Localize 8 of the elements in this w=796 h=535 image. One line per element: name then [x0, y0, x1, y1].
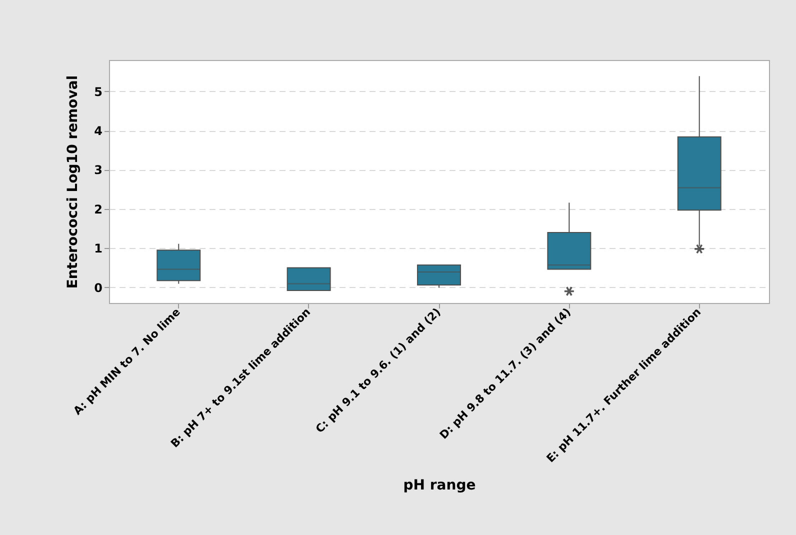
y-axis-title: Enterococci Log10 removal [65, 75, 82, 289]
y-tick-label: 0 [94, 280, 102, 295]
y-tick-label: 5 [94, 84, 102, 99]
y-tick-label: 3 [94, 163, 102, 178]
y-tick-label: 4 [94, 124, 102, 138]
x-axis-title: pH range [403, 477, 476, 494]
y-tick-label: 1 [94, 242, 102, 256]
y-tick-label: 2 [94, 202, 102, 216]
